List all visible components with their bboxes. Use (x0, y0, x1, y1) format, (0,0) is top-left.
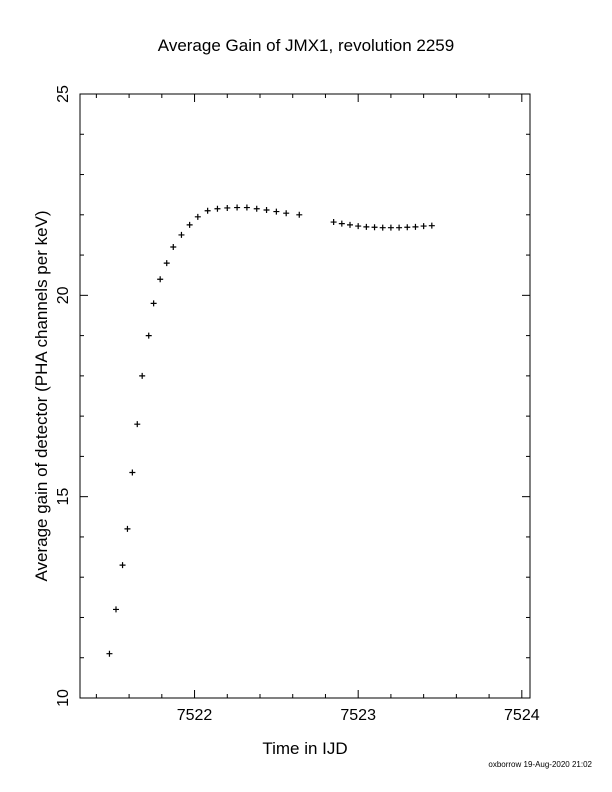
x-tick-label: 7523 (340, 707, 376, 724)
x-tick-label: 7522 (177, 707, 213, 724)
y-tick-label: 25 (55, 85, 72, 103)
data-point (420, 223, 427, 230)
data-point (163, 260, 170, 267)
y-axis-label: Average gain of detector (PHA channels p… (32, 210, 51, 581)
y-tick-label: 10 (55, 689, 72, 707)
data-point (204, 207, 211, 214)
data-point (396, 224, 403, 231)
data-point (243, 204, 250, 211)
data-point (194, 213, 201, 220)
data-point (404, 224, 411, 231)
data-point (119, 562, 126, 569)
data-point (157, 276, 164, 283)
data-point (224, 204, 231, 211)
data-point (113, 606, 119, 613)
y-tick-label: 15 (55, 488, 72, 506)
data-point (145, 332, 152, 339)
y-tick-label: 20 (55, 286, 72, 304)
data-point (263, 206, 270, 213)
data-point (129, 469, 136, 476)
data-point (371, 224, 378, 231)
chart-title: Average Gain of JMX1, revolution 2259 (157, 36, 455, 55)
data-point (296, 211, 303, 218)
data-point (428, 222, 435, 229)
data-point (150, 300, 157, 307)
data-point (273, 208, 280, 215)
data-point (134, 421, 141, 428)
data-point (234, 204, 241, 211)
data-point (363, 223, 370, 230)
data-points (106, 204, 435, 657)
data-point (379, 224, 386, 231)
data-point (387, 224, 394, 231)
data-point (355, 223, 362, 230)
x-tick-label: 7524 (504, 707, 540, 724)
data-point (347, 221, 353, 228)
data-point (170, 244, 177, 251)
axis-ticks: 10 15 20 25 7522 7523 7524 (55, 85, 540, 724)
data-point (330, 219, 337, 226)
data-point (139, 372, 146, 379)
data-point (253, 205, 260, 212)
data-point (338, 220, 345, 227)
data-point (106, 650, 113, 657)
data-point (283, 210, 290, 217)
footer-credit: oxborrow 19-Aug-2020 21:02 (488, 760, 592, 769)
plot-frame (79, 93, 531, 699)
data-point (124, 525, 131, 532)
data-point (186, 221, 193, 228)
data-point (412, 223, 419, 230)
data-point (178, 231, 185, 238)
x-axis-label: Time in IJD (262, 739, 347, 758)
data-point (214, 205, 221, 212)
